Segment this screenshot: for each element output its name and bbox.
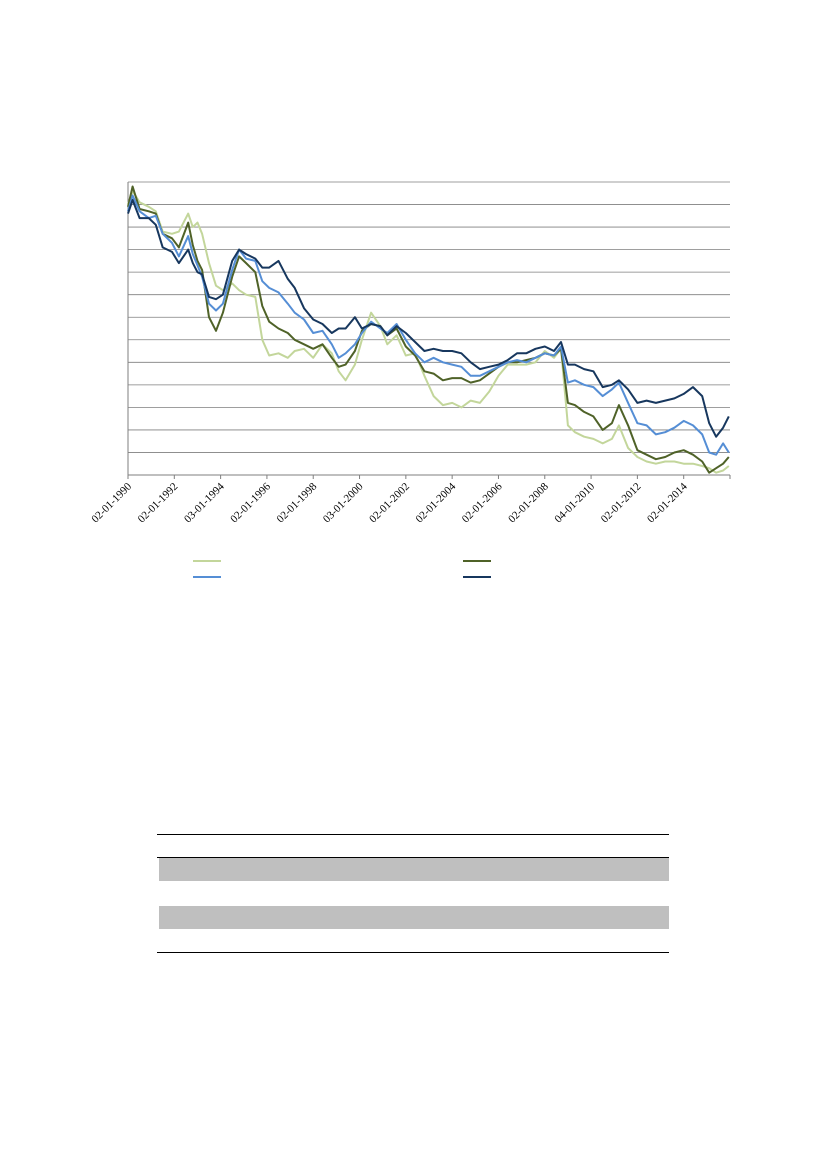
- series-dark-navy-line: [127, 199, 730, 438]
- table-row-shaded: [159, 906, 669, 929]
- chart-axes: [127, 182, 731, 479]
- x-tick-label: 03-01-2000: [321, 480, 366, 525]
- x-tick-label: 02-01-2004: [413, 480, 458, 525]
- bottom-section-rule: [77, 786, 750, 790]
- x-tick-label: 02-01-1990: [89, 480, 134, 525]
- legend-swatch-light-green: [193, 560, 221, 562]
- table-top-border: [157, 834, 669, 835]
- x-tick-label: 02-01-1992: [136, 481, 181, 526]
- x-tick-label: 02-01-2012: [599, 481, 644, 526]
- series-dark-green-line: [127, 185, 730, 474]
- x-tick-labels: 02-01-1990 02-01-1992 03-01-1994 02-01-1996…: [89, 480, 690, 525]
- x-tick-label: 02-01-2014: [645, 480, 690, 525]
- x-tick-label: 03-01-1994: [182, 480, 227, 525]
- x-tick-label: 02-01-2008: [506, 480, 551, 525]
- table-row-shaded: [159, 858, 669, 881]
- series-light-blue-line: [127, 194, 730, 456]
- x-tick-label: 04-01-2010: [552, 480, 597, 525]
- series-light-green-line: [127, 190, 730, 474]
- x-tick-label: 02-01-1998: [275, 480, 320, 525]
- table-bottom-border: [157, 952, 669, 953]
- legend-swatch-light-blue: [193, 576, 221, 578]
- chart-series: [127, 185, 730, 474]
- table-header-border: [157, 857, 669, 858]
- legend-swatch-dark-green: [463, 560, 491, 562]
- x-tick-label: 02-01-2002: [367, 481, 412, 526]
- x-tick-label: 02-01-1996: [228, 480, 273, 525]
- x-tick-label: 02-01-2006: [460, 480, 505, 525]
- chart-gridlines: [128, 181, 730, 453]
- legend-swatch-dark-navy: [463, 576, 491, 578]
- line-chart: 02-01-1990 02-01-1992 03-01-1994 02-01-1996…: [89, 181, 731, 525]
